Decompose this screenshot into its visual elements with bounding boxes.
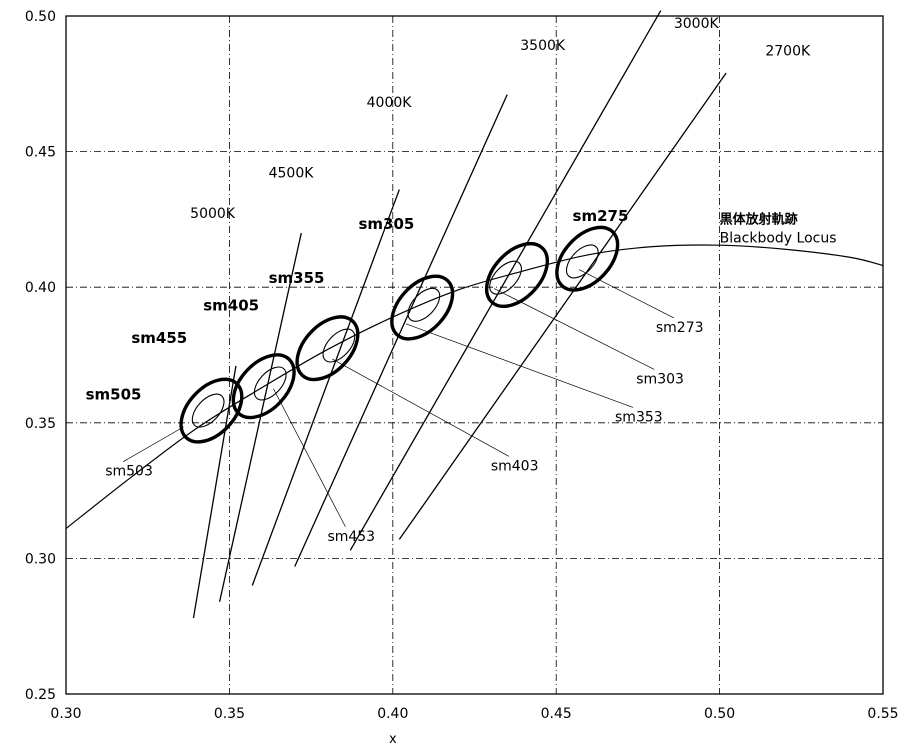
x-axis-label: x bbox=[389, 732, 397, 747]
plot-frame bbox=[65, 15, 884, 695]
x-tick-label: 0.40 bbox=[377, 706, 408, 722]
cct-line bbox=[349, 10, 662, 551]
cct-lines bbox=[123, 10, 727, 619]
leader-sm503 bbox=[123, 426, 184, 462]
ellipse-label-sm305: sm305 bbox=[358, 215, 414, 233]
x-tick-label: 0.45 bbox=[541, 706, 572, 722]
ellipse-label-sm505: sm505 bbox=[86, 386, 142, 404]
ellipse-sm455 bbox=[231, 353, 296, 420]
cct-label: 5000K bbox=[190, 206, 236, 222]
cct-line bbox=[192, 365, 237, 619]
ellipse-sm303 bbox=[489, 260, 522, 295]
y-tick-label: 0.35 bbox=[25, 416, 56, 432]
ellipses bbox=[179, 225, 620, 444]
cct-label: 2700K bbox=[765, 43, 811, 59]
ellipse-sm273 bbox=[565, 244, 599, 279]
ellipse-label-sm403: sm403 bbox=[491, 458, 539, 474]
x-tick-label: 0.50 bbox=[704, 706, 735, 722]
y-tick-label: 0.40 bbox=[25, 280, 56, 296]
leader-sm453 bbox=[273, 388, 346, 527]
ellipse-sm353 bbox=[407, 287, 441, 322]
cct-line bbox=[294, 94, 508, 567]
labels: 黒体放射軌跡 Blackbody Locus 5000K 4500K 4000K 3500… bbox=[86, 16, 837, 545]
locus-label-jp: 黒体放射軌跡 bbox=[720, 211, 798, 227]
locus-label-en: Blackbody Locus bbox=[720, 230, 837, 246]
x-tick-label: 0.30 bbox=[50, 706, 81, 722]
ellipse-label-sm275: sm275 bbox=[573, 207, 629, 225]
leader-sm273 bbox=[578, 269, 675, 319]
y-tick-label: 0.50 bbox=[25, 9, 56, 25]
cct-label: 4500K bbox=[269, 165, 315, 181]
cct-label: 3000K bbox=[674, 16, 720, 32]
leader-sm403 bbox=[332, 358, 510, 457]
ellipse-label-sm453: sm453 bbox=[327, 529, 375, 545]
ellipse-sm305 bbox=[484, 242, 550, 308]
ellipse-label-sm405: sm405 bbox=[203, 296, 259, 314]
ellipse-label-sm273: sm273 bbox=[656, 320, 704, 336]
y-tick-label: 0.25 bbox=[25, 687, 56, 703]
ellipse-label-sm455: sm455 bbox=[131, 329, 187, 347]
cct-line bbox=[251, 189, 400, 586]
x-tick-label: 0.55 bbox=[867, 706, 898, 722]
ellipse-label-sm503: sm503 bbox=[105, 464, 153, 480]
x-tick-label: 0.35 bbox=[214, 706, 245, 722]
blackbody-locus-curve bbox=[65, 244, 884, 530]
ellipse-sm403 bbox=[322, 328, 356, 363]
ellipse-sm503 bbox=[191, 393, 225, 428]
cct-line bbox=[398, 72, 727, 540]
tick-labels: 0.30 0.35 0.40 0.45 0.50 0.55 0.25 0.30 0.35 0.40… bbox=[25, 9, 899, 722]
grid-lines bbox=[66, 16, 883, 694]
leader-sm353 bbox=[405, 323, 634, 408]
cct-label: 3500K bbox=[520, 38, 566, 54]
blackbody-locus bbox=[65, 244, 884, 530]
y-tick-label: 0.45 bbox=[25, 145, 56, 161]
ellipse-sm453 bbox=[253, 366, 287, 401]
ellipse-sm405 bbox=[295, 315, 360, 382]
y-tick-label: 0.30 bbox=[25, 551, 56, 567]
ellipse-label-sm355: sm355 bbox=[269, 269, 325, 287]
ellipse-sm275 bbox=[555, 225, 620, 292]
ellipse-sm355 bbox=[390, 274, 455, 341]
ellipse-label-sm303: sm303 bbox=[636, 371, 684, 387]
cct-label: 4000K bbox=[367, 95, 413, 111]
ellipse-label-sm353: sm353 bbox=[615, 409, 663, 425]
